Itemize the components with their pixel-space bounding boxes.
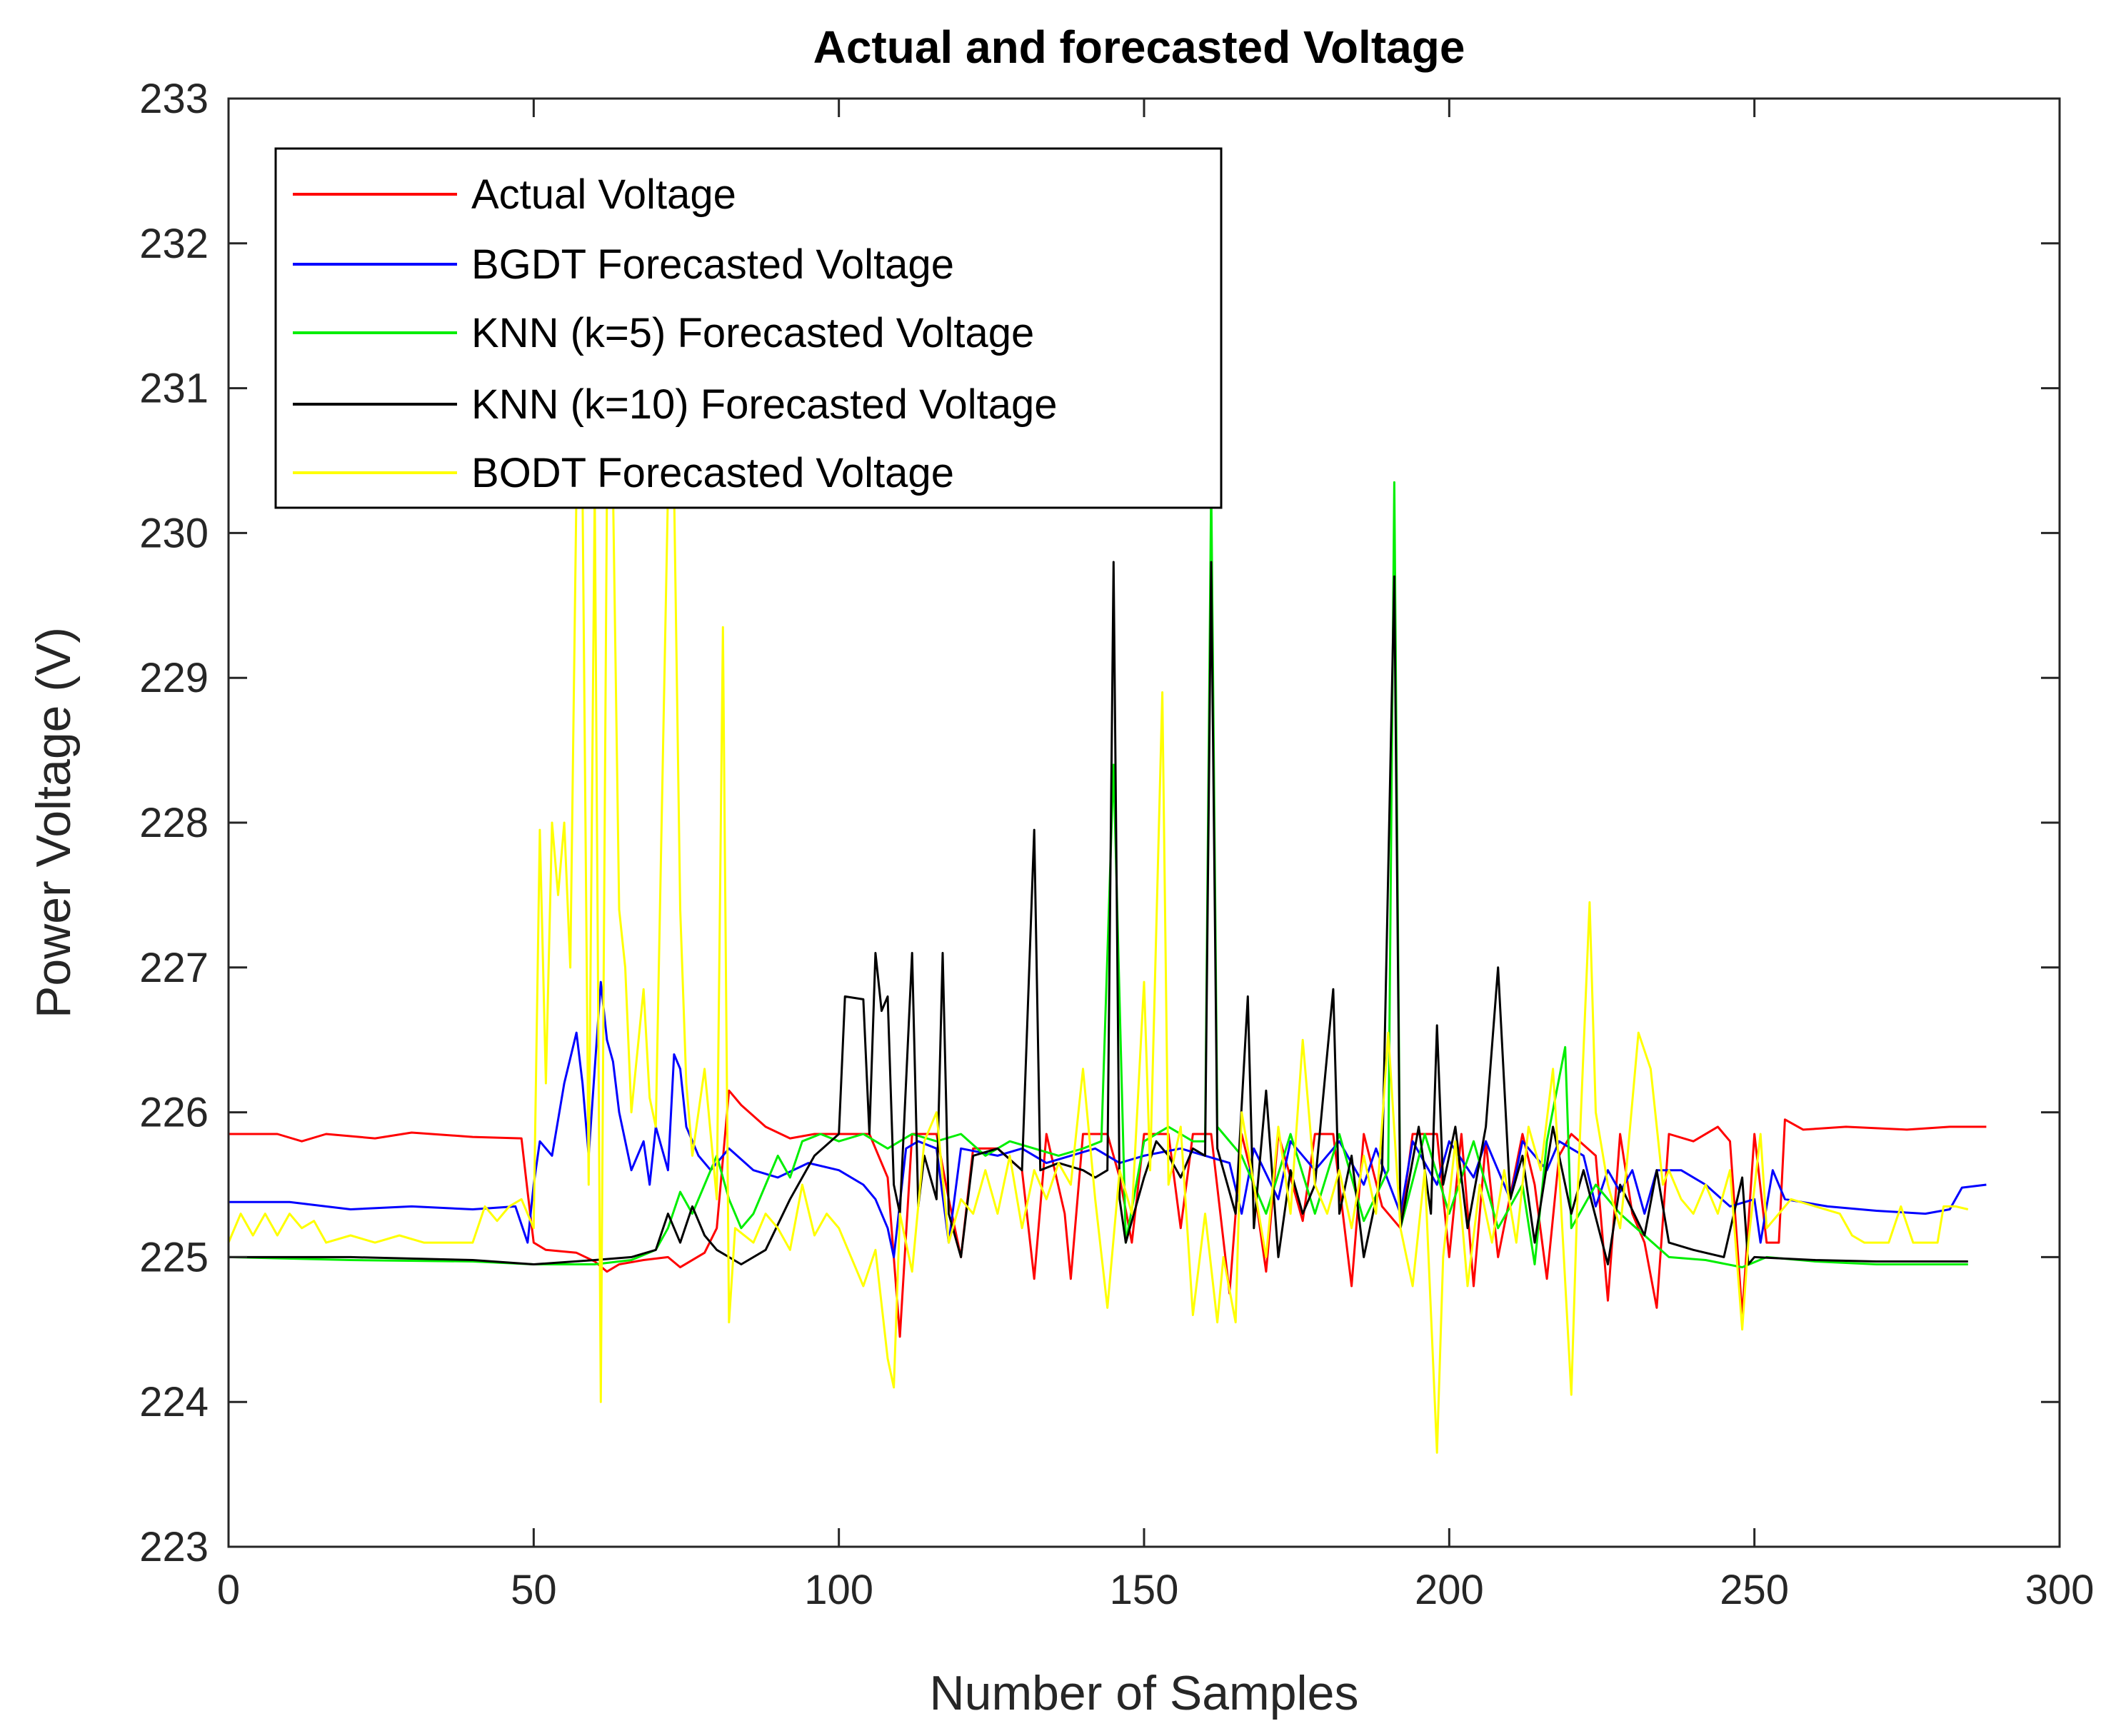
tick-layer: 0 50 100 150 200 250 300 223 224 225 226 227 228 229 2… [139, 76, 2094, 1613]
y-tick-label: 227 [139, 945, 209, 991]
y-tick-label: 226 [139, 1090, 209, 1136]
y-tick-label: 231 [139, 366, 209, 412]
y-tick-label: 233 [139, 76, 209, 122]
y-tick-label: 224 [139, 1379, 209, 1425]
y-tick-label: 229 [139, 655, 209, 701]
x-tick-label: 100 [804, 1567, 873, 1613]
series-line-5 [229, 488, 1969, 1454]
legend-label-2: BGDT Forecasted Voltage [471, 241, 954, 288]
x-tick-label: 300 [2025, 1567, 2095, 1613]
x-tick-label: 250 [1720, 1567, 1789, 1613]
x-axis-label: Number of Samples [930, 1666, 1359, 1720]
series-layer [229, 481, 1987, 1454]
legend-label-3: KNN (k=5) Forecasted Voltage [471, 310, 1034, 356]
legend-label-1: Actual Voltage [471, 171, 736, 218]
x-tick-label: 150 [1110, 1567, 1179, 1613]
y-tick-label: 230 [139, 510, 209, 556]
x-tick-label: 50 [511, 1567, 557, 1613]
x-tick-label: 0 [217, 1567, 240, 1613]
y-tick-label: 228 [139, 800, 209, 846]
legend-box [274, 147, 1223, 509]
x-tick-label: 200 [1415, 1567, 1484, 1613]
series-line-2 [229, 980, 1987, 1258]
chart-title: Actual and forecasted Voltage [813, 21, 1465, 73]
y-tick-label: 232 [139, 221, 209, 267]
legend-label-4: KNN (k=10) Forecasted Voltage [471, 381, 1057, 428]
legend: Actual Voltage BGDT Forecasted Voltage KNN… [274, 147, 1223, 509]
series-line-4 [229, 561, 1968, 1265]
y-tick-label: 223 [139, 1524, 209, 1570]
series-line-3 [229, 481, 1968, 1269]
y-axis-label: Power Voltage (V) [26, 627, 81, 1018]
y-tick-label: 225 [139, 1234, 209, 1280]
legend-label-5: BODT Forecasted Voltage [471, 450, 954, 496]
